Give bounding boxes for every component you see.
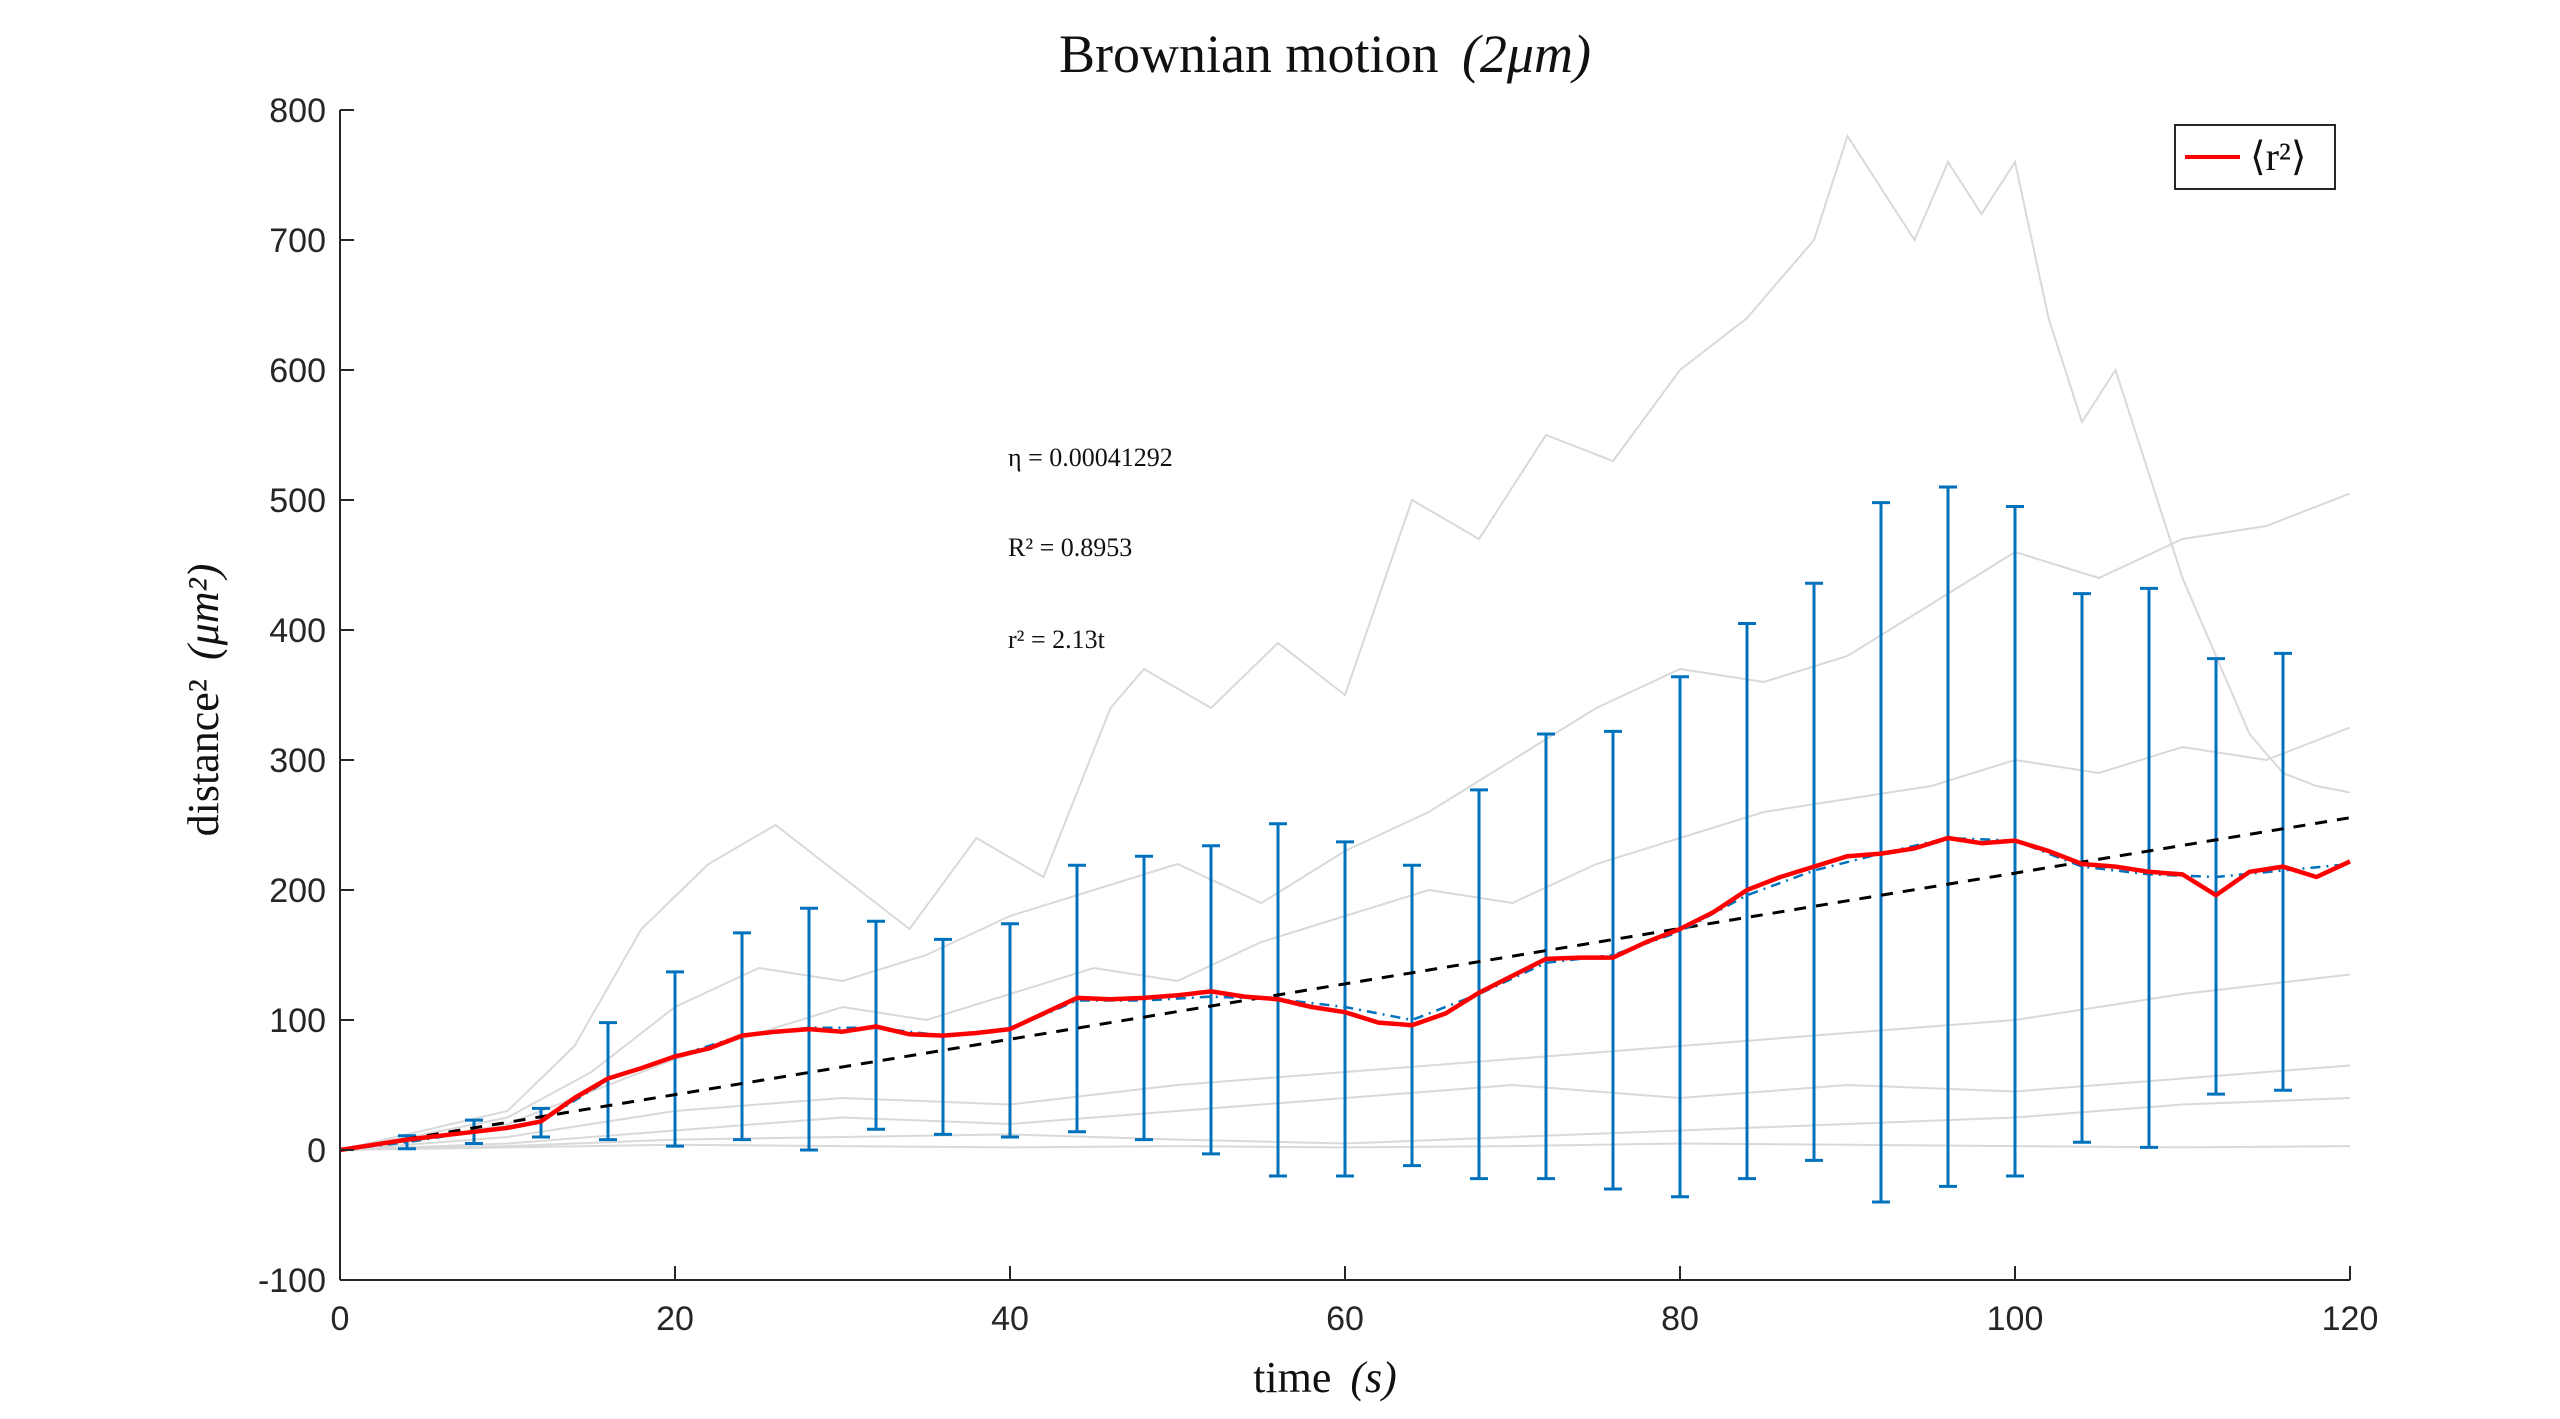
- annotation-eta: η = 0.00041292: [1008, 443, 1173, 472]
- x-tick-label: 100: [1987, 1300, 2044, 1338]
- fit-line-group: [339, 816, 2351, 1152]
- error-bar: [1403, 863, 1421, 1168]
- error-bar: [1336, 840, 1354, 1178]
- chart-title: Brownian motion (2μm): [1059, 24, 1591, 84]
- y-tick-label: 0: [307, 1132, 326, 1170]
- error-bar: [1470, 788, 1488, 1181]
- y-tick-label: 200: [269, 872, 326, 910]
- annotation-fit-equation: r² = 2.13t: [1008, 625, 1106, 654]
- y-tick-label: 500: [269, 482, 326, 520]
- trajectory-line-1: [339, 133, 2351, 1151]
- x-tick-label: 20: [656, 1300, 694, 1338]
- y-tick-label: 300: [269, 742, 326, 780]
- x-tick-label: 120: [2322, 1300, 2379, 1338]
- x-axis-label-unit: (s): [1350, 1353, 1396, 1402]
- annotation-r-squared: R² = 0.8953: [1008, 533, 1132, 562]
- x-axis-label-text: time: [1253, 1353, 1331, 1402]
- x-tick-label: 40: [991, 1300, 1029, 1338]
- error-bars: [398, 485, 2292, 1204]
- error-bar: [1537, 732, 1555, 1181]
- error-bar: [2274, 651, 2292, 1092]
- x-tick-label: 0: [331, 1300, 350, 1338]
- error-bar: [1604, 729, 1622, 1191]
- error-bar: [1671, 675, 1689, 1199]
- y-tick-label: 600: [269, 352, 326, 390]
- fit-line: [339, 816, 2351, 1152]
- chart-title-text: Brownian motion: [1059, 24, 1438, 84]
- legend: ⟨r²⟩: [2174, 124, 2336, 190]
- x-axis-ticks: 0 20 40 60 80 100 120: [331, 1266, 2379, 1338]
- y-tick-label: 400: [269, 612, 326, 650]
- y-tick-label: -100: [258, 1262, 326, 1300]
- y-axis-label-unit: (μm²): [179, 564, 228, 660]
- y-tick-label: 100: [269, 1002, 326, 1040]
- mean-squared-displacement-line: [339, 835, 2351, 1153]
- error-bar: [666, 970, 684, 1148]
- error-bar: [2073, 592, 2091, 1144]
- y-axis-label: distance² (μm²): [179, 564, 228, 837]
- y-tick-label: 700: [269, 222, 326, 260]
- error-bar: [1202, 844, 1220, 1156]
- series-lines: [339, 835, 2351, 1153]
- error-bar: [1805, 581, 1823, 1162]
- x-tick-label: 60: [1326, 1300, 1364, 1338]
- y-axis-label-text: distance²: [179, 679, 228, 836]
- x-axis-label: time (s): [1253, 1353, 1397, 1402]
- error-bar: [2140, 586, 2158, 1149]
- y-axis-ticks: -100 0 100 200 300 400 500 600 700 800: [258, 92, 354, 1300]
- x-tick-label: 80: [1661, 1300, 1699, 1338]
- y-tick-label: 800: [269, 92, 326, 130]
- legend-entry-mean: ⟨r²⟩: [2250, 134, 2307, 179]
- error-bar: [1738, 622, 1756, 1181]
- chart-title-math: (2μm): [1462, 24, 1591, 84]
